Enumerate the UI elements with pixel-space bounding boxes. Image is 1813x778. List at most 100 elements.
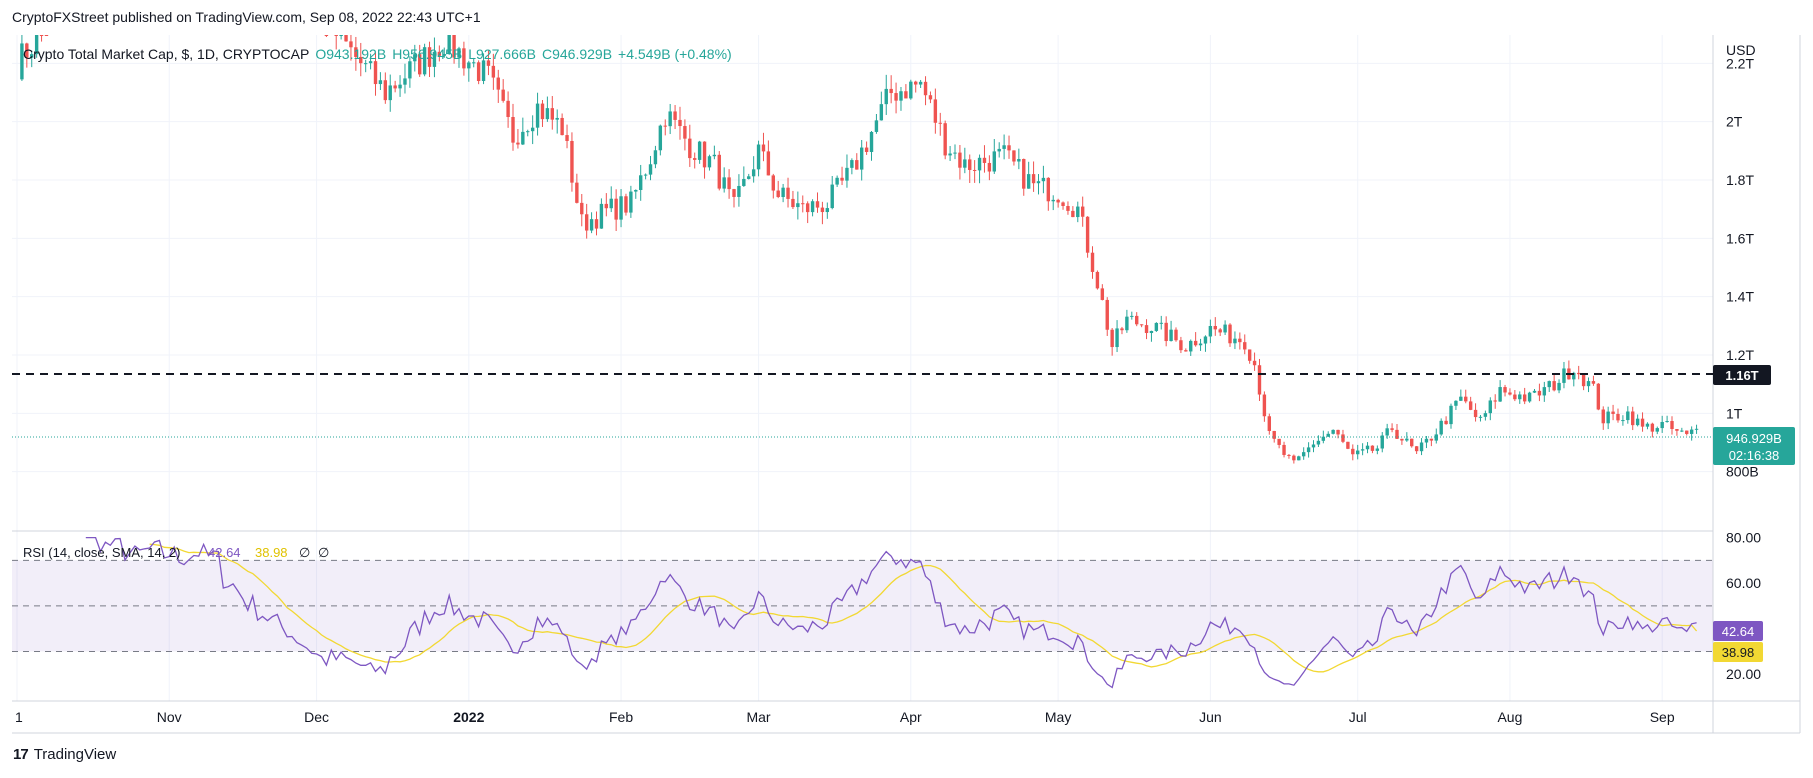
candle-body	[1645, 423, 1650, 427]
candle-body	[1301, 452, 1306, 457]
candle-body	[958, 152, 962, 168]
rsi-legend-name[interactable]: RSI (14, close, SMA, 14, 2)	[23, 545, 181, 560]
candle-body	[943, 123, 947, 156]
candle-body	[786, 187, 790, 199]
candle-body	[855, 160, 859, 170]
candle-body	[481, 60, 486, 81]
candle-body	[545, 108, 550, 120]
price-grid	[12, 35, 1713, 701]
candle-body	[673, 111, 677, 120]
price-tick-label: 1.8T	[1726, 172, 1754, 188]
candle-body	[1267, 416, 1272, 431]
candle-body	[476, 62, 481, 81]
candle-body	[1135, 315, 1139, 325]
tradingview-footer[interactable]: 17 TradingView	[13, 746, 116, 763]
candle-body	[1169, 329, 1173, 342]
candle-body	[1390, 428, 1394, 430]
candle-body	[1095, 271, 1100, 289]
rsi-axis[interactable]: 80.00 60.00 20.00	[1726, 530, 1761, 683]
candle-body	[737, 185, 741, 197]
candle-body	[928, 95, 933, 100]
candle-body	[1351, 448, 1355, 455]
candle-body	[506, 100, 510, 118]
candle-body	[1149, 330, 1154, 334]
candle-body	[521, 131, 525, 145]
price-axis[interactable]: 2.2T 2T 1.8T 1.6T 1.4T 1.2T 1T 800B	[1726, 55, 1759, 479]
candle-body	[614, 198, 618, 220]
candle-body	[968, 159, 972, 170]
candle-body	[697, 141, 702, 160]
candle-body	[751, 169, 756, 177]
candle-body	[1233, 338, 1237, 344]
candle-body	[1400, 438, 1404, 441]
candle-body	[977, 157, 982, 171]
candle-body	[1429, 438, 1434, 441]
candle-body	[44, 35, 49, 36]
level-label: 1.16T	[1725, 368, 1758, 383]
candle-body	[1228, 324, 1232, 344]
candle-body	[825, 208, 830, 213]
candle-body	[1586, 381, 1591, 387]
candle-body	[658, 125, 663, 151]
candle-body	[678, 119, 682, 127]
sma-value-label: 38.98	[1722, 645, 1755, 660]
candle-body	[1331, 429, 1335, 434]
candle-body	[683, 126, 687, 139]
time-axis[interactable]: 1 Nov Dec 2022 Feb Mar Apr May Jun Jul Aug Sep	[15, 709, 1675, 725]
candle-body	[1046, 177, 1051, 202]
symbol-legend[interactable]: Crypto Total Market Cap, $, 1D, CRYPTOCA…	[23, 46, 309, 62]
candle-body	[1017, 159, 1021, 162]
candle-body	[1685, 430, 1689, 434]
candle-body	[1527, 392, 1532, 402]
candle-body	[771, 175, 775, 191]
candle-body	[1621, 420, 1625, 422]
candle-body	[997, 148, 1001, 152]
candle-body	[1154, 322, 1159, 331]
rsi-pane	[12, 559, 1713, 652]
candle-body	[1002, 145, 1006, 149]
candle-body	[835, 177, 839, 185]
rsi-tick-label: 80.00	[1726, 530, 1761, 546]
candle-body	[1218, 329, 1222, 333]
candle-body	[1115, 328, 1119, 348]
sma-value-tag: 38.98	[1713, 642, 1763, 662]
candle-body	[899, 91, 903, 101]
legend-open: O943.192B	[315, 46, 386, 62]
price-axis-unit: USD	[1726, 42, 1756, 58]
candle-body	[688, 138, 692, 159]
candle-body	[727, 177, 731, 190]
candle-body	[1306, 447, 1311, 453]
candle-body	[909, 81, 913, 99]
candle-body	[982, 157, 987, 163]
candle-body	[1223, 324, 1227, 333]
candle-body	[1360, 449, 1365, 451]
candle-body	[1508, 392, 1512, 395]
candle-body	[486, 60, 491, 66]
candle-body	[1326, 433, 1330, 437]
candle-body	[354, 47, 358, 57]
legend-low: L927.666B	[468, 46, 536, 62]
candle-body	[815, 201, 820, 208]
candle-body	[624, 196, 628, 213]
candle-body	[339, 35, 343, 36]
candle-body	[1410, 438, 1414, 447]
candle-body	[1459, 396, 1463, 401]
candle-body	[413, 54, 417, 62]
candle-body	[1483, 413, 1488, 417]
candle-body	[1694, 428, 1699, 430]
candle-body	[702, 141, 707, 168]
candle-body	[359, 56, 363, 64]
tradingview-brand: TradingView	[33, 746, 117, 763]
candle-body	[963, 159, 967, 168]
rsi-value-label: 42.64	[1722, 624, 1755, 639]
candle-body	[1464, 396, 1468, 402]
candle-body	[594, 219, 599, 229]
candle-body	[1321, 436, 1326, 441]
candle-body	[1341, 434, 1345, 442]
candle-body	[791, 198, 795, 208]
candle-body	[550, 108, 554, 120]
candle-body	[1473, 409, 1478, 418]
candle-body	[766, 151, 771, 176]
time-tick-label: 1	[15, 709, 23, 725]
